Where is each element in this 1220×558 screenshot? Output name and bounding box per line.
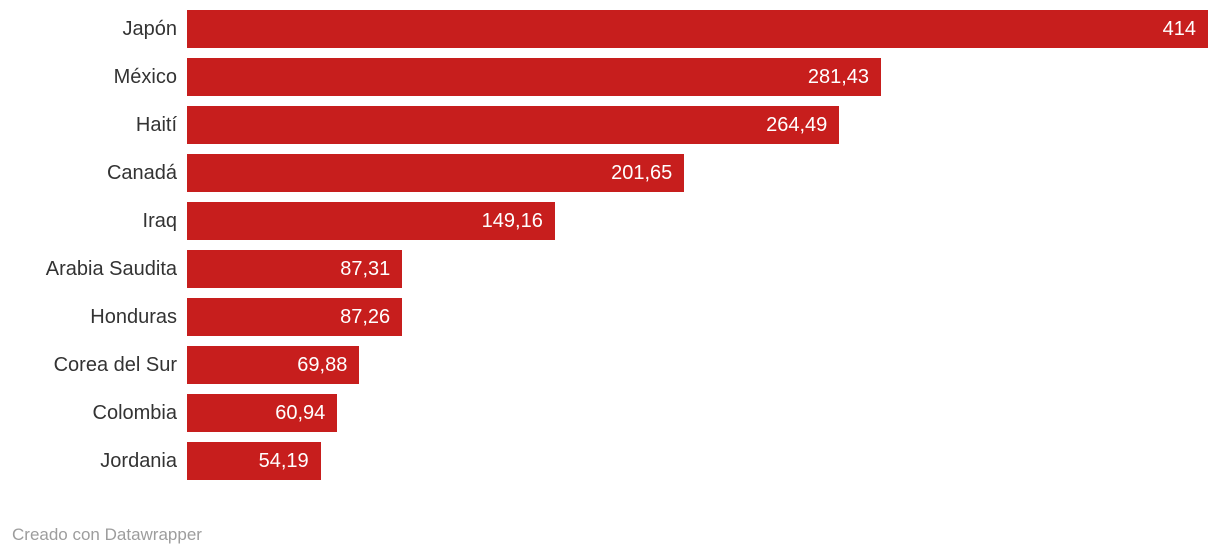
value-label: 54,19: [258, 449, 309, 472]
bar-track: 54,19: [187, 442, 1208, 480]
bar[interactable]: 149,16: [187, 202, 555, 240]
bar-row: Arabia Saudita 87,31: [0, 250, 1220, 288]
bar-track: 60,94: [187, 394, 1208, 432]
bar-row: Canadá 201,65: [0, 154, 1220, 192]
bar-track: 281,43: [187, 58, 1208, 96]
bar-track: 87,26: [187, 298, 1208, 336]
category-label: Haití: [135, 114, 177, 136]
category-label: Corea del Sur: [53, 354, 177, 376]
bar[interactable]: 281,43: [187, 58, 882, 96]
value-label: 201,65: [611, 161, 673, 184]
category-label: Iraq: [142, 210, 177, 232]
value-label: 414: [1162, 17, 1196, 40]
bar-track: 264,49: [187, 106, 1208, 144]
bar[interactable]: 201,65: [187, 154, 685, 192]
value-label: 149,16: [481, 209, 543, 232]
attribution-text: Creado con Datawrapper: [12, 525, 202, 544]
bar-row: Honduras 87,26: [0, 298, 1220, 336]
category-label: México: [113, 66, 177, 88]
category-label: Japón: [122, 18, 178, 40]
bar-row: Jordania 54,19: [0, 442, 1220, 480]
value-label: 281,43: [807, 65, 870, 88]
bar-row: Colombia 60,94: [0, 394, 1220, 432]
value-label: 87,26: [340, 305, 391, 328]
value-label: 87,31: [340, 257, 391, 280]
bar-row: Corea del Sur 69,88: [0, 346, 1220, 384]
bar-row: Haití 264,49: [0, 106, 1220, 144]
bar-row: México 281,43: [0, 58, 1220, 96]
bar-track: 414: [187, 10, 1208, 48]
bar[interactable]: 264,49: [187, 106, 840, 144]
bar[interactable]: 69,88: [187, 346, 360, 384]
category-label: Jordania: [100, 450, 177, 472]
category-label: Honduras: [90, 306, 177, 328]
value-label: 264,49: [766, 113, 828, 136]
bar[interactable]: 87,31: [187, 250, 403, 288]
bar[interactable]: 87,26: [187, 298, 403, 336]
bar-track: 201,65: [187, 154, 1208, 192]
bar[interactable]: 60,94: [187, 394, 338, 432]
bar-chart-rows: Japón 414 México 281,43 Haití 264,49 Canadá 201…: [0, 10, 1220, 490]
bar[interactable]: 414: [187, 10, 1208, 48]
bar[interactable]: 54,19: [187, 442, 321, 480]
bar-row: Iraq 149,16: [0, 202, 1220, 240]
bar-track: 149,16: [187, 202, 1208, 240]
value-label: 60,94: [275, 401, 326, 424]
bar-row: Japón 414: [0, 10, 1220, 48]
value-label: 69,88: [297, 353, 348, 376]
category-label: Canadá: [106, 162, 177, 184]
category-label: Colombia: [92, 402, 177, 424]
bar-track: 69,88: [187, 346, 1208, 384]
category-label: Arabia Saudita: [45, 258, 177, 280]
bar-track: 87,31: [187, 250, 1208, 288]
